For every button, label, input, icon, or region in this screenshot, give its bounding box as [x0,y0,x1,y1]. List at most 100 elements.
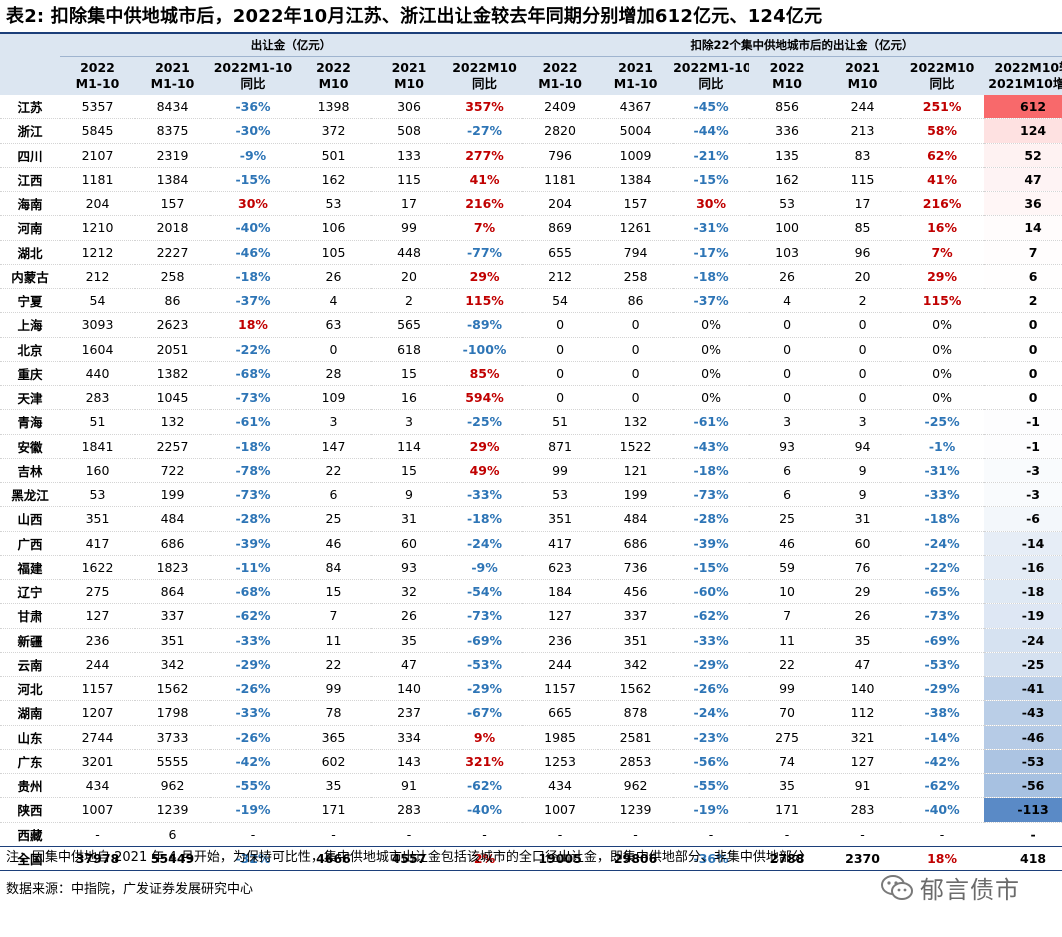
table-row: 甘肃 127 337 -62% 7 26 -73% 127 337 -62% 7 26 -73% -19 [0,603,1062,629]
value-cell: 2018 [135,215,210,241]
value-cell: 19005 [522,845,599,872]
yoy-cell: 321% [447,749,523,775]
yoy-cell: -73% [210,482,296,508]
yoy-cell: - [447,822,523,847]
value-cell: 1562 [135,676,210,702]
value-cell: 2820 [522,118,599,144]
yoy-cell: -37% [673,288,750,314]
value-cell: 236 [522,628,599,653]
table-row: 云南 244 342 -29% 22 47 -53% 244 342 -29% 22 47 -53% -2… [0,652,1062,678]
yoy-cell: 41% [900,167,985,193]
value-cell: 5004 [598,118,674,144]
value-cell: 2 [825,288,901,314]
value-cell: 0 [749,312,826,338]
value-cell: 135 [749,143,826,168]
value-cell: 8434 [135,95,210,120]
value-cell: 2788 [749,845,826,872]
value-cell: 417 [60,531,135,556]
group-header-ex-cities: 扣除22个集中供地城市后的出让金（亿元） [522,34,1062,57]
increase-cell: -18 [984,579,1062,605]
increase-cell: -113 [984,797,1062,823]
table-title: 表2: 扣除集中供地城市后，2022年10月江苏、浙江出让金较去年同期分别增加6… [6,6,823,27]
yoy-cell: -69% [900,628,985,653]
value-cell: 508 [371,118,447,144]
yoy-cell: -69% [447,628,523,653]
yoy-cell: 0% [673,337,750,362]
value-cell: 1157 [522,676,599,702]
yoy-cell: -39% [210,531,296,556]
yoy-cell: -40% [447,797,523,823]
yoy-cell: -39% [673,531,750,556]
value-cell: 46 [296,531,371,556]
table-row: 江苏 5357 8434 -36% 1398 306 357% 2409 4367 -45% 856… [0,95,1062,120]
province-cell: 宁夏 [0,288,60,314]
value-cell: 1522 [598,434,674,459]
yoy-cell: 30% [210,191,296,217]
increase-cell: 0 [984,312,1062,338]
yoy-cell: - [673,822,750,847]
yoy-cell: 2% [447,845,523,872]
province-cell: 天津 [0,385,60,411]
yoy-cell: -21% [673,143,750,168]
value-cell: 342 [135,652,210,678]
yoy-cell: -33% [673,628,750,653]
value-cell: 1007 [522,797,599,823]
yoy-cell: -15% [673,167,750,193]
yoy-cell: -62% [447,773,523,799]
value-cell: - [60,822,135,847]
yoy-cell: -40% [210,215,296,241]
yoy-cell: -36% [210,95,296,120]
yoy-cell: -68% [210,579,296,605]
table-row: 湖北 1212 2227 -46% 105 448 -77% 655 794 -17% 103 96 7… [0,240,1062,265]
value-cell: 76 [825,555,901,581]
value-cell: 0 [749,337,826,362]
value-cell: 17 [825,191,901,217]
province-cell: 重庆 [0,361,60,387]
value-cell: 6 [296,482,371,508]
value-cell: 2 [371,288,447,314]
value-cell: 6 [135,822,210,847]
value-cell: 37978 [60,845,135,872]
column-header: 2022 M10 [749,56,826,95]
value-cell: 70 [749,700,826,726]
value-cell: 86 [135,288,210,314]
value-cell: 99 [749,676,826,702]
value-cell: - [522,822,599,847]
value-cell: 342 [598,652,674,678]
value-cell: - [749,822,826,847]
yoy-cell: -60% [673,579,750,605]
value-cell: 199 [598,482,674,508]
data-source: 数据来源：中指院，广发证券发展研究中心 [6,882,254,897]
table-row: 陕西 1007 1239 -19% 171 283 -40% 1007 1239 -19% 171 2… [0,797,1062,823]
value-cell: 99 [522,458,599,484]
yoy-cell: 29% [447,434,523,459]
value-cell: 212 [522,264,599,290]
yoy-cell: -36% [673,845,750,872]
value-cell: 448 [371,240,447,265]
increase-cell: 36 [984,191,1062,217]
value-cell: 54 [522,288,599,314]
wechat-icon [881,874,913,900]
value-cell: 2370 [825,845,901,872]
table-row: 广东 3201 5555 -42% 602 143 321% 1253 2853 -56% 74 12… [0,749,1062,775]
value-cell: 417 [522,531,599,556]
value-cell: 334 [371,725,447,750]
yoy-cell: -19% [673,797,750,823]
value-cell: 686 [135,531,210,556]
yoy-cell: -89% [447,312,523,338]
province-cell: 吉林 [0,458,60,484]
column-header: 2022 M10 [296,56,371,95]
value-cell: 9 [825,458,901,484]
value-cell: 115 [825,167,901,193]
value-cell: 86 [598,288,674,314]
value-cell: 655 [522,240,599,265]
province-cell: 甘肃 [0,603,60,629]
table-row: 北京 1604 2051 -22% 0 618 -100% 0 0 0% 0 0 0% 0 [0,337,1062,362]
province-header [0,56,60,95]
value-cell: 0 [749,385,826,411]
table-row: 重庆 440 1382 -68% 28 15 85% 0 0 0% 0 0 0% 0 [0,361,1062,387]
province-cell: 北京 [0,337,60,362]
value-cell: 7 [749,603,826,629]
value-cell: 53 [749,191,826,217]
value-cell: 258 [598,264,674,290]
